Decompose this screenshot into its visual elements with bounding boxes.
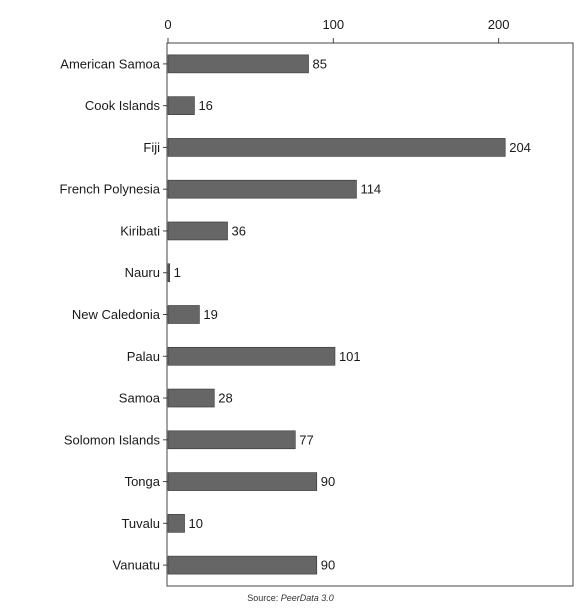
category-label: Cook Islands (85, 98, 161, 113)
data-label: 114 (360, 182, 381, 197)
data-label: 77 (299, 432, 313, 447)
bar (167, 305, 200, 324)
category-label: American Samoa (60, 56, 160, 71)
data-label: 90 (321, 558, 335, 573)
category-label: Samoa (119, 391, 161, 406)
category-label: New Caledonia (72, 307, 161, 322)
bar (167, 555, 318, 575)
bar (167, 430, 296, 450)
bar (167, 346, 336, 366)
data-label: 101 (339, 349, 361, 364)
data-label: 28 (218, 391, 232, 406)
source-name: PeerData 3.0 (280, 593, 334, 603)
bar (167, 54, 309, 74)
source-prefix: Source: (247, 593, 279, 603)
bar (167, 96, 195, 115)
category-label: Fiji (143, 140, 160, 155)
bar (167, 179, 357, 199)
data-label: 1 (174, 265, 181, 280)
bar (167, 263, 170, 283)
category-label: Kiribati (120, 223, 160, 238)
source-note: Source: PeerData 3.0 (0, 593, 581, 603)
bar (167, 472, 318, 491)
category-label: Palau (127, 349, 160, 364)
bar (167, 221, 228, 241)
category-labels: American Samoa Cook Islands Fiji French Pol… (60, 56, 168, 573)
data-label: 85 (313, 56, 327, 71)
data-label: 204 (509, 140, 531, 155)
bars (167, 54, 506, 575)
data-labels: 85 16 204 114 36 1 19 101 28 77 90 10 90 (174, 56, 531, 572)
category-label: Tonga (125, 474, 161, 489)
bar (167, 138, 506, 157)
x-tick-label: 0 (164, 17, 171, 32)
x-tick-label: 100 (322, 17, 344, 32)
category-label: Solomon Islands (64, 432, 161, 447)
bar (167, 514, 185, 533)
data-label: 36 (232, 223, 246, 238)
data-label: 10 (189, 516, 203, 531)
category-label: Tuvalu (121, 516, 160, 531)
x-tick-label: 200 (488, 17, 510, 32)
category-label: Vanuatu (113, 558, 160, 573)
category-label: French Polynesia (60, 182, 161, 197)
plot-area (166, 42, 574, 587)
data-label: 90 (321, 474, 335, 489)
bar (167, 388, 215, 408)
data-label: 16 (198, 98, 212, 113)
x-axis: 0 100 200 (164, 17, 509, 43)
category-label: Nauru (125, 265, 160, 280)
data-label: 19 (203, 307, 217, 322)
